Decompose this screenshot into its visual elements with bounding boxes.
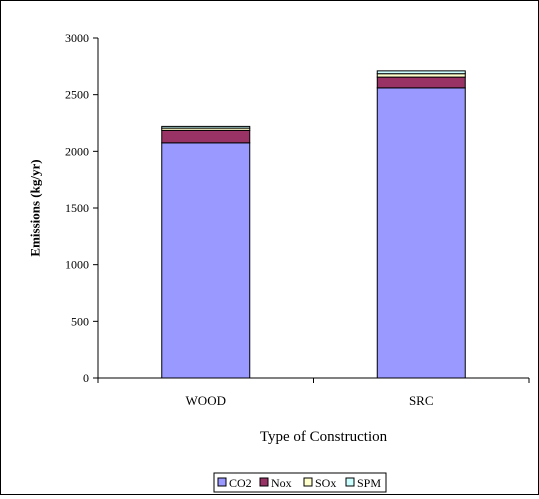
legend-label-nox: Nox <box>271 476 292 490</box>
y-tick-label: 2500 <box>65 88 89 102</box>
x-axis-ticks: WOOD SRC <box>97 378 530 408</box>
bars <box>161 70 466 379</box>
y-tick-label: 1000 <box>65 258 89 272</box>
legend: CO2 Nox SOx SPM <box>213 472 387 493</box>
x-tick-label: SRC <box>409 393 434 408</box>
legend-swatch-sox <box>303 477 313 487</box>
y-tick-label: 3000 <box>65 31 89 45</box>
bar-segment-sox <box>376 73 466 78</box>
y-tick-label: 2000 <box>65 144 89 158</box>
bar-segment-nox <box>161 129 251 144</box>
y-tick-label: 1500 <box>65 201 89 215</box>
bar-segment-spm <box>161 125 251 129</box>
legend-swatch-spm <box>345 477 355 487</box>
bar-segment-co2 <box>376 87 466 379</box>
legend-label-spm: SPM <box>357 476 381 490</box>
x-axis-label: Type of Construction <box>260 429 388 445</box>
legend-swatch-co2 <box>217 477 227 487</box>
y-tick-label: 0 <box>83 371 89 385</box>
legend-swatch-nox <box>259 477 269 487</box>
x-tick-label: WOOD <box>186 393 226 408</box>
y-tick-label: 500 <box>71 314 89 328</box>
bar-segment-nox <box>376 76 466 89</box>
bar-segment-co2 <box>161 142 251 379</box>
legend-label-sox: SOx <box>315 476 336 490</box>
legend-box <box>213 472 387 493</box>
y-axis-ticks: 0 500 1000 1500 2000 2500 3000 <box>65 31 98 385</box>
y-axis-label: Emissions (kg/yr) <box>28 159 43 256</box>
bar-segment-spm <box>376 70 466 75</box>
legend-label-co2: CO2 <box>229 476 252 490</box>
